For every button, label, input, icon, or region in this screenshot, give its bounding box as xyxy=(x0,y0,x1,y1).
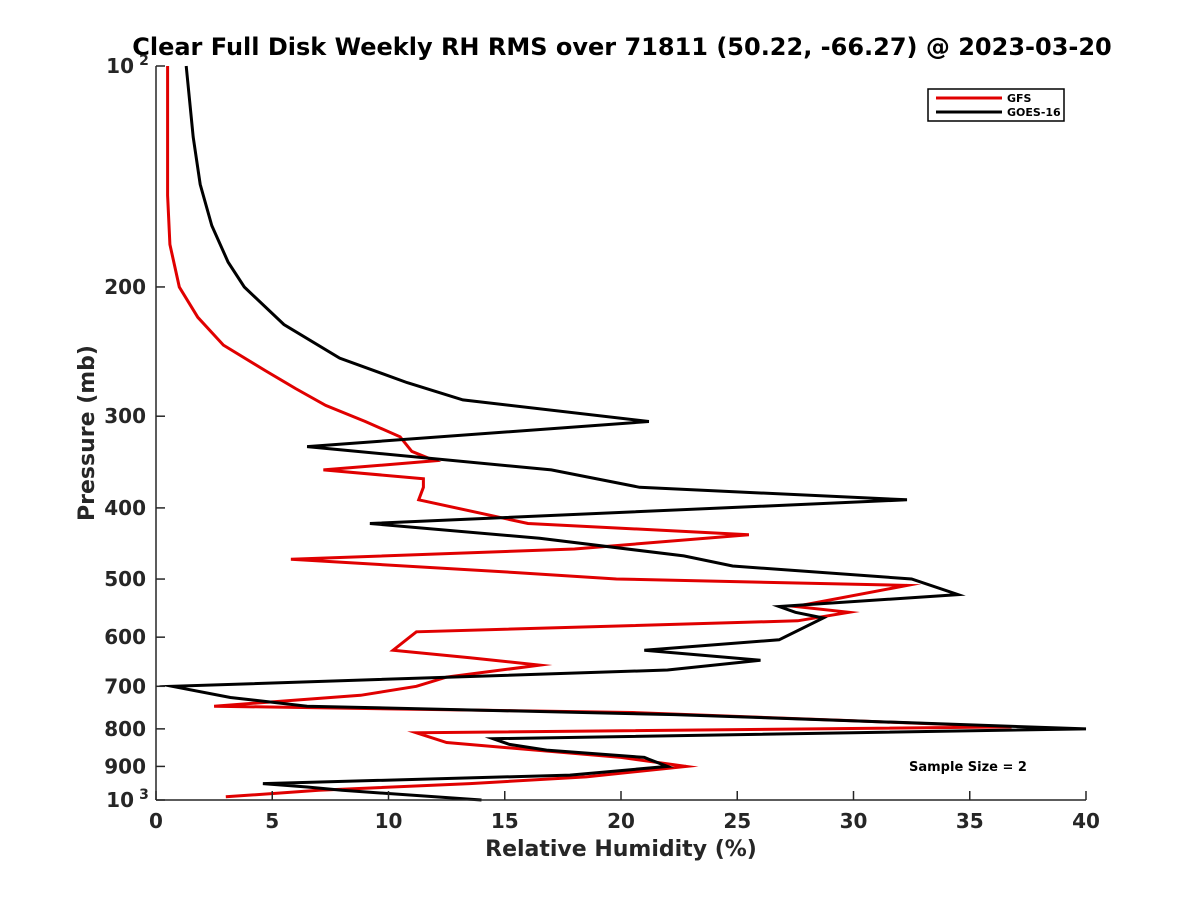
legend-box xyxy=(927,88,1065,122)
x-tick-label: 0 xyxy=(149,809,163,833)
y-tick-label: 700 xyxy=(104,674,146,698)
x-tick-label: 5 xyxy=(265,809,279,833)
y-tick-label: 300 xyxy=(104,404,146,428)
y-tick-label: 800 xyxy=(104,717,146,741)
chart-title: Clear Full Disk Weekly RH RMS over 71811… xyxy=(132,33,1112,61)
x-tick-label: 10 xyxy=(375,809,403,833)
y-tick-label: 900 xyxy=(104,754,146,778)
legend-label: GFS xyxy=(1007,92,1032,105)
y-tick-label: 10 xyxy=(106,788,134,812)
sample-size-annotation: Sample Size = 2 xyxy=(909,760,1027,775)
legend-label: GOES-16 xyxy=(1007,106,1061,119)
axes-layer: 0 5 10 15 20 25 30 35 40 10 2 200 300 400 500 600 700 800… xyxy=(104,53,1100,833)
y-tick-label: 200 xyxy=(104,275,146,299)
series-line-gfs xyxy=(166,66,1012,799)
x-tick-label: 30 xyxy=(840,809,868,833)
y-tick-exponent: 2 xyxy=(139,53,149,69)
y-tick-label: 500 xyxy=(104,567,146,591)
x-tick-label: 25 xyxy=(723,809,751,833)
series-line-goes-16 xyxy=(158,65,1087,802)
x-tick-label: 15 xyxy=(491,809,519,833)
x-tick-label: 20 xyxy=(607,809,635,833)
x-tick-label: 35 xyxy=(956,809,984,833)
x-axis-label: Relative Humidity (%) xyxy=(485,837,757,862)
y-tick-exponent: 3 xyxy=(139,787,149,803)
x-tick-label: 40 xyxy=(1072,809,1100,833)
axes-background xyxy=(156,66,1086,800)
y-tick-label: 400 xyxy=(104,496,146,520)
series-layer xyxy=(158,65,1087,802)
y-axis-label: Pressure (mb) xyxy=(75,345,100,521)
y-tick-label: 600 xyxy=(104,625,146,649)
plot-area: 0 5 10 15 20 25 30 35 40 10 2 200 300 400 500 600 700 800… xyxy=(104,53,1100,833)
y-tick-label: 10 xyxy=(106,54,134,78)
